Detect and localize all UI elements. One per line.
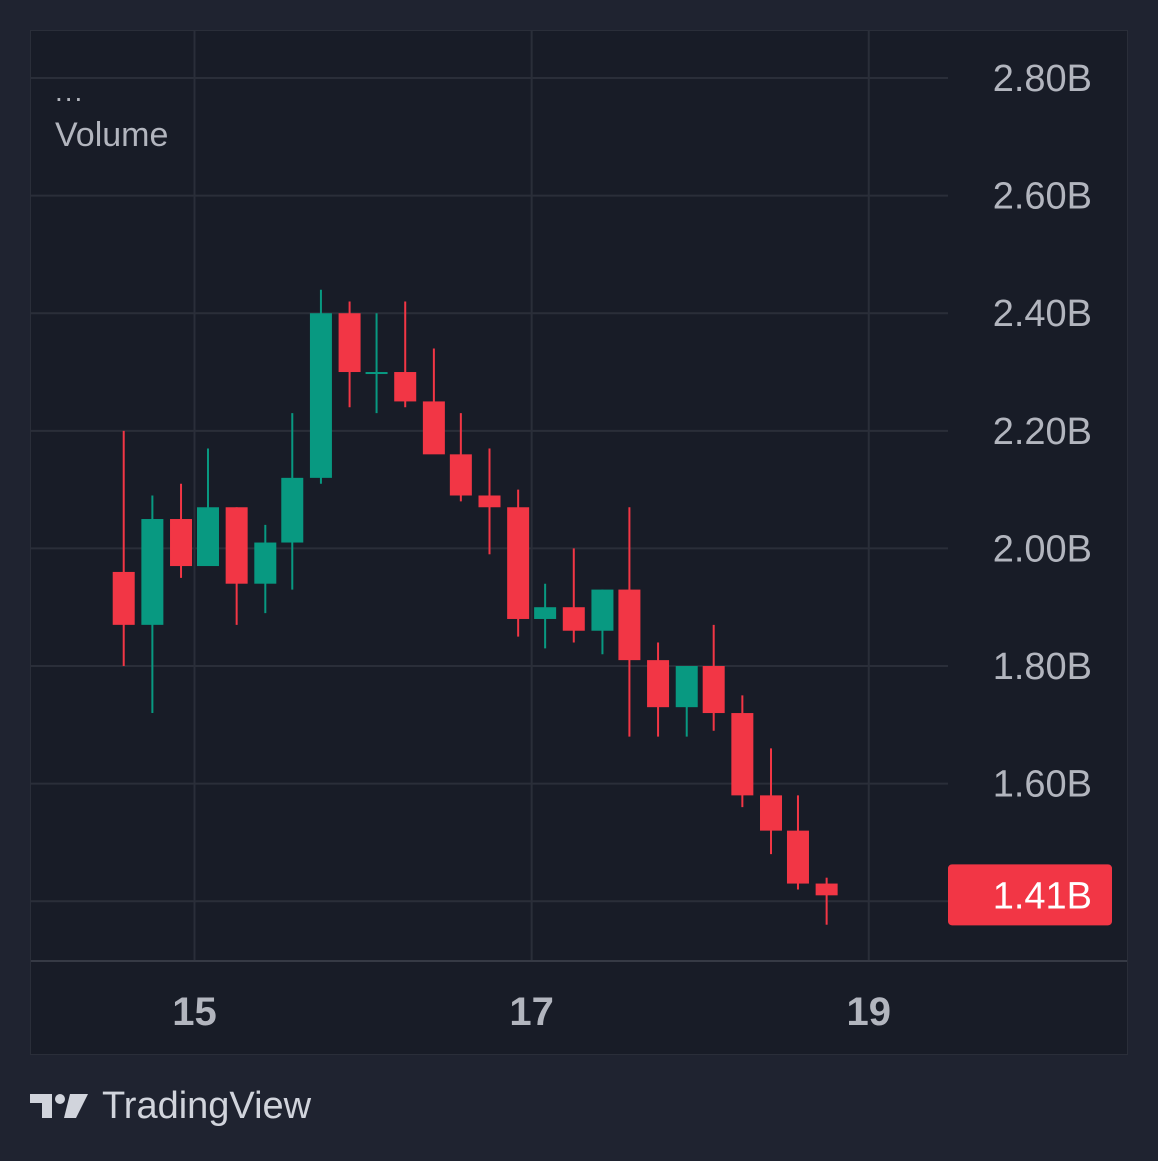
candle-body	[591, 589, 614, 631]
candle-up	[254, 524, 277, 614]
last-value-label: 1.41B	[993, 875, 1092, 917]
candle-down	[760, 748, 783, 855]
candle-body	[618, 589, 641, 661]
candle-down	[647, 642, 670, 737]
candle-layer	[112, 289, 838, 925]
candle-body	[507, 507, 530, 619]
candle-down	[170, 483, 193, 578]
candle-body	[196, 507, 219, 567]
last-value-badge-bg	[948, 864, 1112, 926]
candle-body	[731, 713, 754, 796]
candle-body	[281, 477, 304, 543]
candle-down	[731, 695, 754, 808]
y-tick-label: 2.20B	[993, 411, 1092, 453]
candle-up	[196, 448, 219, 567]
candle-up	[141, 495, 164, 714]
candle-body	[647, 660, 670, 708]
tradingview-brand[interactable]: TradingView	[30, 1082, 311, 1130]
legend-series-label: Volume	[55, 116, 169, 154]
candle-body	[562, 607, 585, 631]
last-value-badge: 1.41B	[948, 864, 1112, 926]
y-tick-label: 2.00B	[993, 528, 1092, 570]
candle-down	[562, 548, 585, 643]
candle-body	[815, 883, 838, 896]
candle-body	[422, 401, 445, 455]
x-tick-label: 17	[509, 990, 554, 1034]
y-tick-label: 2.40B	[993, 293, 1092, 335]
candle-body	[112, 571, 135, 625]
candle-body	[254, 542, 277, 584]
axis-layer: 2.80B 2.60B 2.40B 2.20B 2.00B 1.80B 1.60B 15 17 1…	[172, 58, 1112, 1034]
candle-up	[534, 583, 557, 649]
candle-body	[170, 519, 193, 567]
candle-down	[618, 507, 641, 737]
candle-body	[478, 495, 501, 508]
candle-up	[591, 589, 614, 655]
candle-body	[760, 795, 783, 831]
candle-down	[786, 795, 809, 890]
x-tick-label: 19	[847, 990, 892, 1034]
y-tick-label: 1.60B	[993, 764, 1092, 806]
candle-down	[507, 489, 530, 637]
candle-down	[338, 301, 361, 408]
candle-body	[534, 607, 557, 619]
candle-down	[112, 430, 135, 667]
candle-body	[675, 666, 698, 708]
tradingview-logo-icon	[30, 1094, 88, 1118]
candle-body	[338, 313, 361, 373]
y-tick-label: 2.80B	[993, 58, 1092, 100]
candle-down	[422, 348, 445, 455]
candle-up	[309, 289, 332, 484]
candle-body	[702, 666, 725, 714]
candle-body	[141, 519, 164, 625]
candle-up	[675, 666, 698, 737]
candle-body	[225, 507, 248, 584]
candle-up	[365, 313, 388, 414]
candle-body	[449, 454, 472, 496]
candle-body	[309, 313, 332, 478]
candle-body	[394, 372, 417, 402]
legend-menu-dots[interactable]: ...	[55, 76, 85, 107]
brand-name: TradingView	[102, 1085, 312, 1127]
candle-down	[225, 507, 248, 625]
candle-down	[815, 877, 838, 925]
candle-body	[786, 830, 809, 884]
chart-legend: ... Volume	[55, 76, 169, 154]
y-tick-label: 2.60B	[993, 176, 1092, 218]
candle-down	[394, 301, 417, 408]
y-tick-label: 1.80B	[993, 646, 1092, 688]
candle-up	[281, 413, 304, 590]
x-tick-label: 15	[172, 990, 217, 1034]
candle-body	[365, 372, 388, 375]
candle-down	[702, 624, 725, 731]
grid-layer	[31, 31, 1127, 962]
candle-down	[449, 413, 472, 502]
candle-down	[478, 448, 501, 555]
